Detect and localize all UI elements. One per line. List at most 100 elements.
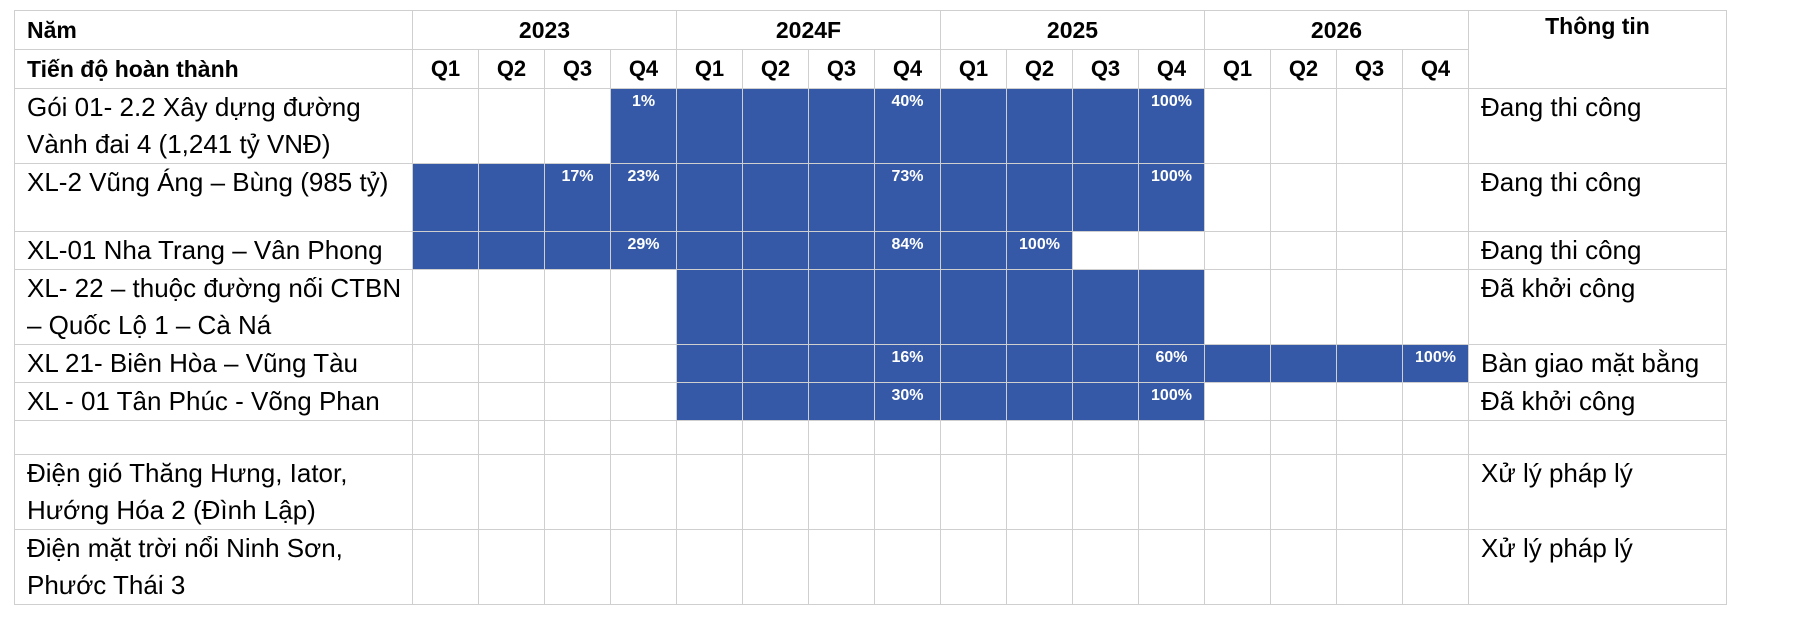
timeline-cell bbox=[610, 529, 677, 605]
percent-label: 84% bbox=[891, 236, 924, 253]
timeline-cell bbox=[676, 529, 743, 605]
project-name: Điện gió Thăng Hưng, Iator, Hướng Hóa 2 … bbox=[14, 454, 413, 530]
progress-bar-segment: 30% bbox=[874, 382, 941, 421]
timeline-cell bbox=[1402, 382, 1469, 421]
timeline-cell bbox=[1138, 454, 1205, 530]
timeline-cell bbox=[1270, 88, 1337, 164]
percent-label: 23% bbox=[627, 168, 660, 185]
timeline-cell bbox=[478, 88, 545, 164]
timeline-cell bbox=[1138, 420, 1205, 455]
project-name: Gói 01- 2.2 Xây dựng đường Vành đai 4 (1… bbox=[14, 88, 413, 164]
timeline-cell bbox=[676, 454, 743, 530]
quarter-header: Q3 bbox=[1336, 49, 1403, 89]
year-header-2026: 2026 bbox=[1204, 10, 1469, 50]
timeline-cell bbox=[1006, 420, 1073, 455]
timeline-cell bbox=[412, 344, 479, 383]
quarter-header: Q4 bbox=[610, 49, 677, 89]
timeline-cell bbox=[742, 420, 809, 455]
progress-bar-segment: 84% bbox=[874, 231, 941, 270]
progress-bar-segment bbox=[940, 382, 1007, 421]
quarter-header: Q2 bbox=[742, 49, 809, 89]
timeline-cell bbox=[1336, 88, 1403, 164]
year-header-2023: 2023 bbox=[412, 10, 677, 50]
quarter-header: Q3 bbox=[808, 49, 875, 89]
timeline-cell bbox=[1204, 382, 1271, 421]
timeline-cell bbox=[874, 529, 941, 605]
timeline-cell bbox=[1402, 231, 1469, 270]
progress-bar-segment bbox=[478, 163, 545, 232]
percent-label: 100% bbox=[1151, 93, 1192, 110]
percent-label: 40% bbox=[891, 93, 924, 110]
project-name: XL-01 Nha Trang – Vân Phong bbox=[14, 231, 413, 270]
progress-bar-segment bbox=[1072, 269, 1139, 345]
info-header: Thông tin bbox=[1468, 10, 1727, 89]
progress-bar-segment bbox=[808, 344, 875, 383]
status-text: Đang thi công bbox=[1468, 88, 1727, 164]
timeline-cell bbox=[478, 269, 545, 345]
progress-bar-segment bbox=[412, 163, 479, 232]
timeline-cell bbox=[610, 420, 677, 455]
timeline-cell bbox=[1336, 163, 1403, 232]
progress-bar-segment bbox=[1204, 344, 1271, 383]
timeline-cell bbox=[742, 529, 809, 605]
status-text: Đang thi công bbox=[1468, 163, 1727, 232]
year-header-2025: 2025 bbox=[940, 10, 1205, 50]
timeline-cell bbox=[478, 344, 545, 383]
progress-bar-segment bbox=[940, 231, 1007, 270]
table-row: Gói 01- 2.2 Xây dựng đường Vành đai 4 (1… bbox=[14, 88, 1727, 164]
timeline-cell bbox=[808, 454, 875, 530]
timeline-cell bbox=[1402, 88, 1469, 164]
percent-label: 73% bbox=[891, 168, 924, 185]
progress-bar-segment bbox=[1072, 163, 1139, 232]
percent-label: 100% bbox=[1415, 349, 1456, 366]
quarter-header: Q1 bbox=[676, 49, 743, 89]
quarter-header: Q2 bbox=[478, 49, 545, 89]
year-header-row: Năm 2023 2024F 2025 2026 Thông tin bbox=[14, 10, 1727, 89]
timeline-cell bbox=[1138, 529, 1205, 605]
quarter-header: Q4 bbox=[1138, 49, 1205, 89]
progress-bar-segment bbox=[940, 88, 1007, 164]
progress-bar-segment bbox=[1006, 382, 1073, 421]
timeline-cell bbox=[478, 454, 545, 530]
table-row: XL-2 Vũng Áng – Bùng (985 tỷ) 17% 23% 73% 10… bbox=[14, 163, 1727, 232]
progress-bar-segment bbox=[940, 269, 1007, 345]
progress-bar-segment: 100% bbox=[1138, 382, 1205, 421]
progress-bar-segment bbox=[1270, 344, 1337, 383]
project-name: Điện mặt trời nổi Ninh Sơn, Phước Thái 3 bbox=[14, 529, 413, 605]
timeline-cell bbox=[808, 420, 875, 455]
table-row: Điện mặt trời nổi Ninh Sơn, Phước Thái 3… bbox=[14, 529, 1727, 605]
timeline-cell bbox=[1006, 454, 1073, 530]
project-name bbox=[14, 420, 413, 455]
progress-bar-segment bbox=[808, 231, 875, 270]
timeline-cell bbox=[1402, 420, 1469, 455]
progress-bar-segment bbox=[478, 231, 545, 270]
progress-bar-segment bbox=[808, 88, 875, 164]
progress-bar-segment: 100% bbox=[1402, 344, 1469, 383]
progress-header-label: Tiến độ hoàn thành bbox=[14, 49, 413, 89]
percent-label: 100% bbox=[1151, 387, 1192, 404]
progress-bar-segment bbox=[544, 231, 611, 270]
progress-bar-segment: 17% bbox=[544, 163, 611, 232]
timeline-cell bbox=[412, 454, 479, 530]
timeline-cell bbox=[544, 382, 611, 421]
timeline-cell bbox=[1204, 420, 1271, 455]
percent-label: 29% bbox=[627, 236, 660, 253]
status-text: Xử lý pháp lý bbox=[1468, 454, 1727, 530]
progress-bar-segment bbox=[1006, 344, 1073, 383]
status-text bbox=[1468, 420, 1727, 455]
timeline-cell bbox=[412, 529, 479, 605]
progress-bar-segment bbox=[676, 269, 743, 345]
status-text: Đã khởi công bbox=[1468, 382, 1727, 421]
status-text: Xử lý pháp lý bbox=[1468, 529, 1727, 605]
quarter-header: Q2 bbox=[1270, 49, 1337, 89]
timeline-cell bbox=[1072, 454, 1139, 530]
table-row: XL-01 Nha Trang – Vân Phong 29% 84% 100% Đan… bbox=[14, 231, 1727, 270]
timeline-cell bbox=[610, 344, 677, 383]
timeline-cell bbox=[742, 454, 809, 530]
quarter-header: Q1 bbox=[412, 49, 479, 89]
progress-bar-segment bbox=[742, 269, 809, 345]
timeline-cell bbox=[676, 420, 743, 455]
timeline-cell bbox=[1336, 269, 1403, 345]
timeline-cell bbox=[1072, 420, 1139, 455]
status-text: Bàn giao mặt bằng bbox=[1468, 344, 1727, 383]
